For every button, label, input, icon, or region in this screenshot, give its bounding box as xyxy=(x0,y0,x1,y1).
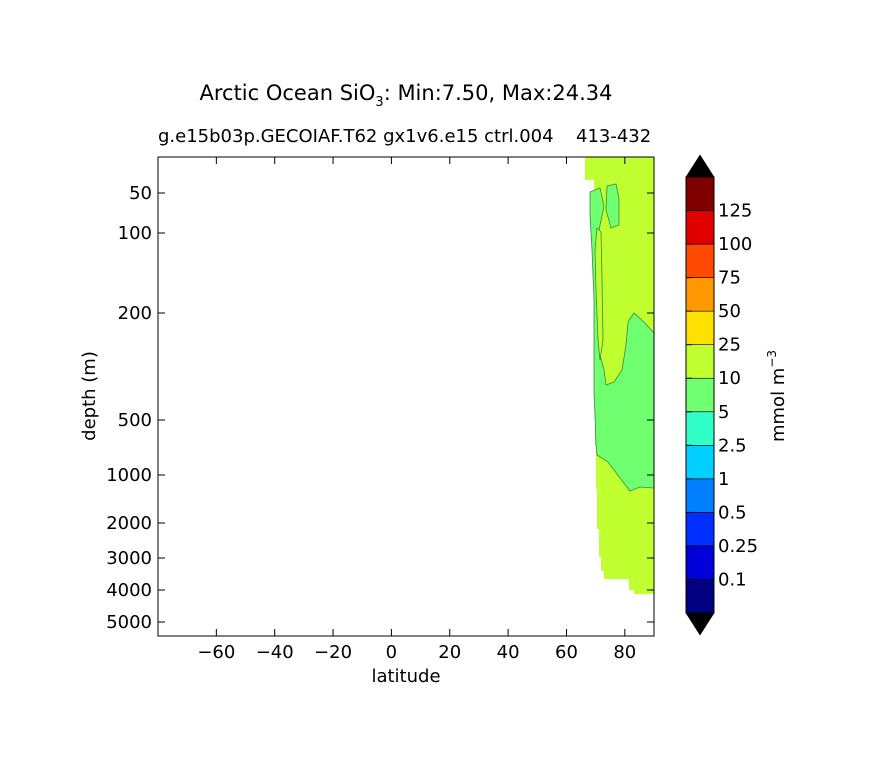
colorbar-tick-label: 25 xyxy=(718,335,741,356)
colorbar-segment xyxy=(685,310,715,345)
colorbar-segment xyxy=(685,377,715,413)
colorbar-extend-max xyxy=(685,154,715,178)
colorbar-segment xyxy=(685,445,715,480)
chart-title: Arctic Ocean SiO3: Min:7.50, Max:24.34 xyxy=(199,81,612,110)
colorbar-segment xyxy=(685,344,715,379)
colorbar-extend-min xyxy=(685,612,715,636)
colorbar-tick-label: 0.25 xyxy=(718,536,758,557)
x-tick-label: 80 xyxy=(613,642,636,663)
y-tick-label: 3000 xyxy=(106,548,152,569)
title-subscript: 3 xyxy=(375,95,383,110)
title-main: Arctic Ocean SiO xyxy=(199,81,375,105)
colorbar-label-main: mmol m xyxy=(768,368,789,442)
contour-region-5-10-upper xyxy=(605,183,620,229)
x-tick-label: 20 xyxy=(438,642,461,663)
colorbar-segment xyxy=(685,210,715,245)
colorbar-tick-label: 50 xyxy=(718,301,741,322)
colorbar-label-exponent: −3 xyxy=(765,350,779,368)
colorbar-tick-label: 0.5 xyxy=(718,502,747,523)
x-tick-label: −40 xyxy=(256,642,294,663)
contour-fill-group xyxy=(585,157,655,594)
colorbar-segment xyxy=(685,243,715,278)
colorbar: 0.1 0.25 0.5 1 2.5 5 10 25 50 75 100 125 xyxy=(685,154,758,636)
colorbar-segment xyxy=(685,545,715,580)
x-tick-label: 60 xyxy=(555,642,578,663)
y-tick-label: 100 xyxy=(118,223,152,244)
y-axis-label: depth (m) xyxy=(79,351,100,441)
x-tick-label: −60 xyxy=(197,642,235,663)
y-tick-label: 50 xyxy=(129,183,152,204)
x-tick-label: 0 xyxy=(386,642,397,663)
colorbar-tick-label: 75 xyxy=(718,268,741,289)
colorbar-tick-label: 125 xyxy=(718,201,752,222)
colorbar-segment xyxy=(685,579,715,614)
x-tick-label: −20 xyxy=(314,642,352,663)
colorbar-segment xyxy=(685,277,715,312)
y-tick-label: 2000 xyxy=(106,513,152,534)
colorbar-tick-label: 2.5 xyxy=(718,435,747,456)
x-axis-ticks: −60 −40 −20 0 20 40 60 80 xyxy=(197,157,636,663)
colorbar-segment xyxy=(685,478,715,513)
colorbar-frame xyxy=(685,176,715,614)
colorbar-segment xyxy=(685,411,715,446)
plot-frame xyxy=(157,156,655,637)
colorbar-tick-label: 10 xyxy=(718,368,741,389)
colorbar-tick-label: 5 xyxy=(718,402,729,423)
y-tick-label: 4000 xyxy=(106,580,152,601)
x-tick-label: 40 xyxy=(497,642,520,663)
colorbar-tick-label: 1 xyxy=(718,469,729,490)
y-axis-ticks: 50 100 200 500 1000 2000 3000 4000 5000 xyxy=(106,183,654,633)
colorbar-label: mmol m−3 xyxy=(765,350,789,442)
y-tick-label: 500 xyxy=(118,410,152,431)
y-tick-label: 200 xyxy=(118,303,152,324)
y-tick-label: 1000 xyxy=(106,465,152,486)
y-tick-label: 5000 xyxy=(106,612,152,633)
title-suffix: : Min:7.50, Max:24.34 xyxy=(384,81,613,105)
chart-subtitle-overlap: 413-432 xyxy=(576,126,651,147)
chart-subtitle: g.e15b03p.GECOIAF.T62 gx1v6.e15 ctrl.004 xyxy=(158,126,554,147)
contour-island-10-25 xyxy=(594,227,604,361)
colorbar-segment xyxy=(685,176,715,211)
colorbar-segment xyxy=(685,512,715,547)
colorbar-tick-label: 0.1 xyxy=(718,569,747,590)
x-axis-label: latitude xyxy=(371,666,440,687)
colorbar-tick-label: 100 xyxy=(718,234,752,255)
